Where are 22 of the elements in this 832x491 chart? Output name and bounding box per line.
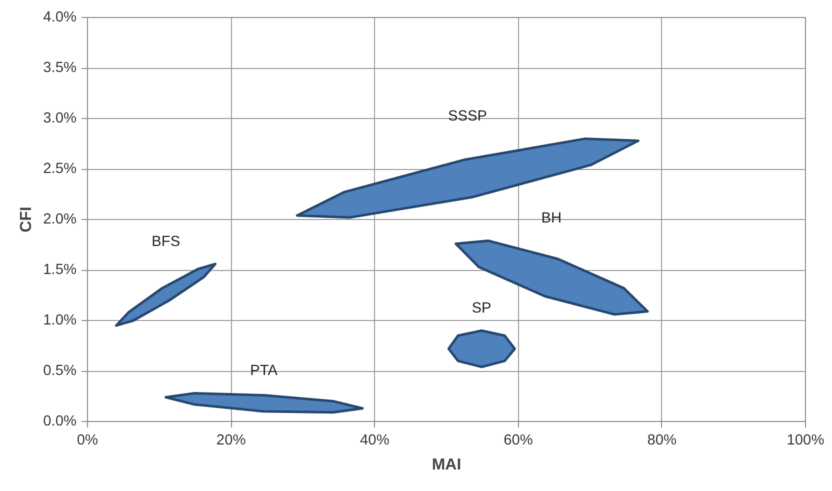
y-tick-label: 1.5% xyxy=(43,262,76,278)
x-axis-title: MAI xyxy=(432,456,462,474)
y-tick-label: 2.0% xyxy=(43,212,76,228)
x-tick-label: 60% xyxy=(504,432,533,448)
y-tick-label: 0.5% xyxy=(43,363,76,379)
x-tick-label: 40% xyxy=(360,432,390,448)
y-tick-label: 3.5% xyxy=(43,60,76,76)
text: SSSP xyxy=(448,108,488,125)
series-label: PTA xyxy=(250,363,278,380)
series-label: BFS xyxy=(152,234,180,250)
y-tick-label: 1.0% xyxy=(43,312,76,328)
x-tick-label: 80% xyxy=(647,432,677,448)
y-tick-label: 3.0% xyxy=(43,110,76,126)
x-tick-label: 0% xyxy=(76,432,98,448)
y-axis-title: CFI xyxy=(18,206,36,232)
x-tick-label: 100% xyxy=(786,432,824,448)
series-label: BH xyxy=(541,210,562,227)
x-tick-label: 20% xyxy=(216,432,246,448)
y-tick-label: 0.0% xyxy=(43,414,76,430)
y-tick-label: 4.0% xyxy=(43,10,76,26)
y-tick-label: 2.5% xyxy=(43,161,76,177)
series-label: SP xyxy=(472,300,492,317)
